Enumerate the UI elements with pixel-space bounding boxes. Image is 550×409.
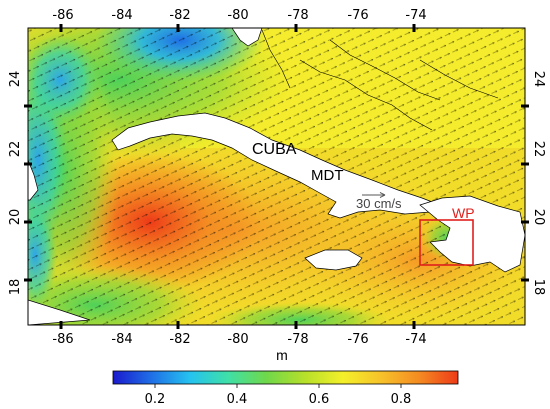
map-frame (27, 27, 526, 326)
left-tick-label: 18 (8, 279, 23, 296)
scale-arrow (362, 192, 386, 198)
left-latitude-ticks: 24 22 20 18 (8, 71, 23, 296)
left-tick-label: 20 (8, 209, 23, 226)
bottom-tick-label: -78 (287, 332, 308, 347)
bottom-tick-label: -74 (405, 332, 426, 347)
colorbar-ticks (154, 384, 402, 388)
top-tick-label: -80 (227, 8, 248, 23)
colorbar-tick-label: 0.4 (227, 392, 248, 407)
wp-label: WP (452, 205, 475, 221)
top-longitude-ticks: -86 -84 -82 -80 -78 -76 -74 (52, 8, 426, 23)
bottom-tick-label: -80 (227, 332, 248, 347)
right-tick-label: 24 (531, 71, 546, 88)
colorbar-tick-label: 0.2 (145, 392, 166, 407)
bottom-tick-label: -82 (169, 332, 190, 347)
top-tick-label: -84 (111, 8, 132, 23)
colorbar-tick-label: 0.6 (309, 392, 330, 407)
colorbar-unit-label: m (276, 347, 288, 363)
speed-scale-label: 30 cm/s (356, 196, 402, 211)
wp-box (419, 219, 474, 266)
right-tick-label: 22 (531, 141, 546, 158)
bottom-tick-label: -84 (111, 332, 132, 347)
mdt-label: MDT (311, 167, 344, 184)
top-tick-label: -82 (169, 8, 190, 23)
right-tick-label: 20 (531, 209, 546, 226)
frame-ticks (24, 24, 529, 329)
top-tick-label: -86 (52, 8, 73, 23)
right-latitude-ticks: 24 22 20 18 (531, 71, 546, 296)
cuba-island (111, 112, 441, 219)
colorbar-tick-label: 0.8 (391, 392, 412, 407)
top-tick-label: -76 (347, 8, 368, 23)
left-tick-label: 22 (8, 141, 23, 158)
bottom-longitude-ticks: -86 -84 -82 -80 -78 -76 -74 (52, 332, 426, 347)
cuba-label: CUBA (252, 141, 297, 158)
bottom-tick-label: -86 (52, 332, 73, 347)
jamaica-island (304, 249, 363, 271)
right-tick-label: 18 (531, 279, 546, 296)
left-tick-label: 24 (8, 71, 23, 88)
top-tick-label: -74 (405, 8, 426, 23)
bottom-tick-label: -76 (347, 332, 368, 347)
top-tick-label: -78 (287, 8, 308, 23)
colorbar (112, 370, 459, 385)
bahamas-shoals (261, 29, 499, 131)
sea-level-field (28, 28, 525, 325)
